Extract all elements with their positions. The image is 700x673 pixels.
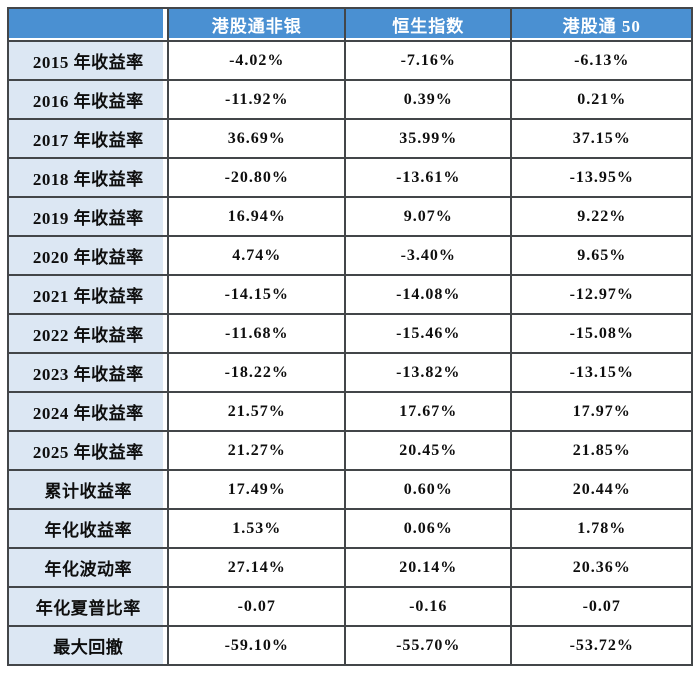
row-label: 2022 年收益率 [6,313,170,354]
value-cell: -20.80% [167,157,346,198]
value-cell: -12.97% [510,274,693,315]
column-header-gangutong-50: 港股通 50 [510,7,693,42]
table-row: 2020 年收益率 4.74% -3.40% 9.65% [6,235,693,276]
value-cell: -6.13% [510,40,693,81]
value-cell: -7.16% [343,40,513,81]
performance-table: 港股通非银 恒生指数 港股通 50 2015 年收益率 -4.02% -7.16… [6,7,693,666]
row-label: 2021 年收益率 [6,274,170,315]
value-cell: -11.92% [167,79,346,120]
table-row: 2019 年收益率 16.94% 9.07% 9.22% [6,196,693,237]
value-cell: 1.78% [510,508,693,549]
table-row: 年化收益率 1.53% 0.06% 1.78% [6,508,693,549]
value-cell: -15.46% [343,313,513,354]
row-label: 2025 年收益率 [6,430,170,471]
value-cell: 0.60% [343,469,513,510]
table-row: 2024 年收益率 21.57% 17.67% 17.97% [6,391,693,432]
row-label: 累计收益率 [6,469,170,510]
table-row: 2025 年收益率 21.27% 20.45% 21.85% [6,430,693,471]
value-cell: 9.07% [343,196,513,237]
table-row: 2017 年收益率 36.69% 35.99% 37.15% [6,118,693,159]
value-cell: -13.15% [510,352,693,393]
value-cell: -0.16 [343,586,513,627]
value-cell: -14.15% [167,274,346,315]
value-cell: 21.85% [510,430,693,471]
value-cell: 27.14% [167,547,346,588]
value-cell: 17.49% [167,469,346,510]
value-cell: -13.95% [510,157,693,198]
value-cell: 16.94% [167,196,346,237]
table-row: 2022 年收益率 -11.68% -15.46% -15.08% [6,313,693,354]
value-cell: -4.02% [167,40,346,81]
value-cell: 4.74% [167,235,346,276]
table-row: 累计收益率 17.49% 0.60% 20.44% [6,469,693,510]
value-cell: 0.06% [343,508,513,549]
row-label: 2019 年收益率 [6,196,170,237]
table-row: 2016 年收益率 -11.92% 0.39% 0.21% [6,79,693,120]
value-cell: 9.22% [510,196,693,237]
value-cell: -59.10% [167,625,346,666]
row-label: 2017 年收益率 [6,118,170,159]
corner-cell [6,7,170,42]
row-label: 2018 年收益率 [6,157,170,198]
value-cell: -55.70% [343,625,513,666]
table-row: 年化夏普比率 -0.07 -0.16 -0.07 [6,586,693,627]
value-cell: -13.61% [343,157,513,198]
value-cell: 20.14% [343,547,513,588]
value-cell: 36.69% [167,118,346,159]
value-cell: 37.15% [510,118,693,159]
row-label: 年化波动率 [6,547,170,588]
value-cell: 21.57% [167,391,346,432]
value-cell: 17.67% [343,391,513,432]
value-cell: 35.99% [343,118,513,159]
table-row: 年化波动率 27.14% 20.14% 20.36% [6,547,693,588]
value-cell: -3.40% [343,235,513,276]
row-label: 最大回撤 [6,625,170,666]
value-cell: -13.82% [343,352,513,393]
table-row: 2015 年收益率 -4.02% -7.16% -6.13% [6,40,693,81]
value-cell: 20.44% [510,469,693,510]
row-label: 2016 年收益率 [6,79,170,120]
value-cell: 1.53% [167,508,346,549]
value-cell: -18.22% [167,352,346,393]
table-row: 2021 年收益率 -14.15% -14.08% -12.97% [6,274,693,315]
header-row: 港股通非银 恒生指数 港股通 50 [6,7,693,42]
row-label: 年化收益率 [6,508,170,549]
row-label: 2020 年收益率 [6,235,170,276]
value-cell: 0.39% [343,79,513,120]
value-cell: 9.65% [510,235,693,276]
value-cell: 17.97% [510,391,693,432]
value-cell: 20.36% [510,547,693,588]
row-label: 2023 年收益率 [6,352,170,393]
value-cell: 21.27% [167,430,346,471]
value-cell: -14.08% [343,274,513,315]
value-cell: -0.07 [510,586,693,627]
value-cell: -11.68% [167,313,346,354]
value-cell: -0.07 [167,586,346,627]
value-cell: -15.08% [510,313,693,354]
value-cell: 20.45% [343,430,513,471]
column-header-hengsheng-index: 恒生指数 [343,7,513,42]
table-row: 2018 年收益率 -20.80% -13.61% -13.95% [6,157,693,198]
value-cell: -53.72% [510,625,693,666]
row-label: 2015 年收益率 [6,40,170,81]
value-cell: 0.21% [510,79,693,120]
table-row: 2023 年收益率 -18.22% -13.82% -13.15% [6,352,693,393]
column-header-gangutong-feiyin: 港股通非银 [167,7,346,42]
table-row: 最大回撤 -59.10% -55.70% -53.72% [6,625,693,666]
row-label: 年化夏普比率 [6,586,170,627]
row-label: 2024 年收益率 [6,391,170,432]
